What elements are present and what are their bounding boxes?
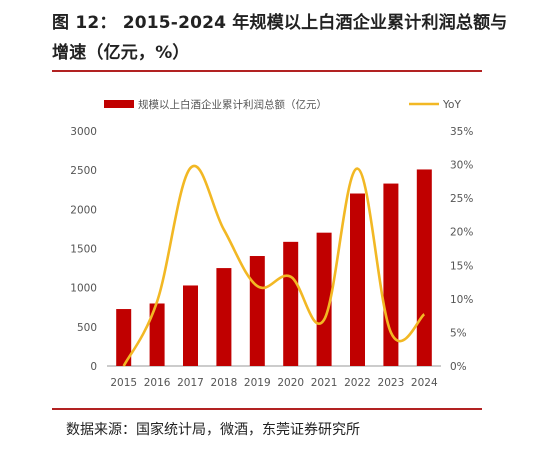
bar [149, 303, 165, 366]
y-left-tick-label: 500 [77, 322, 97, 334]
y-left-tick-label: 2500 [70, 165, 97, 177]
yoy-line-path [122, 164, 426, 367]
bar [350, 193, 365, 366]
y-left-tick-label: 2000 [70, 204, 97, 216]
bar [116, 309, 132, 366]
title-divider [52, 70, 482, 72]
y-right-tick-label: 30% [450, 160, 473, 172]
y-right-tick-label: 5% [450, 327, 467, 339]
y-right-tick-label: 20% [450, 227, 473, 239]
y-left-tick-label: 0 [90, 361, 97, 373]
y-right-tick-label: 25% [450, 193, 473, 205]
legend: 规模以上白酒企业累计利润总额（亿元） YoY [104, 98, 461, 111]
bar [416, 169, 432, 366]
x-tick-label: 2022 [344, 377, 371, 389]
x-tick-label: 2024 [411, 377, 438, 389]
x-tick-label: 2016 [144, 377, 171, 389]
y-right-tick-label: 35% [450, 126, 473, 138]
x-tick-label: 2021 [311, 377, 338, 389]
y-right-tick-label: 10% [450, 294, 473, 306]
x-tick-label: 2019 [244, 377, 271, 389]
bar [283, 241, 299, 366]
bar [183, 285, 198, 366]
legend-line-label: YoY [442, 99, 461, 111]
page-title: 图 12： 2015-2024 年规模以上白酒企业累计利润总额与增速（亿元，%） [52, 13, 508, 63]
legend-bar-swatch [104, 100, 134, 108]
y-left-tick-label: 1000 [70, 283, 97, 295]
bar [216, 268, 232, 366]
yoy-line [122, 164, 426, 367]
legend-bar-label: 规模以上白酒企业累计利润总额（亿元） [138, 98, 327, 111]
tick-labels: 0 500 1000 1500 2000 2500 3000 0% 5% 10% 15% 20% 25%… [70, 126, 473, 389]
y-right-tick-label: 15% [450, 260, 473, 272]
x-tick-label: 2023 [378, 377, 405, 389]
x-tick-label: 2017 [177, 377, 204, 389]
x-tick-label: 2015 [110, 377, 137, 389]
x-tick-label: 2018 [211, 377, 238, 389]
bars [116, 169, 432, 366]
y-right-tick-label: 0% [450, 361, 467, 373]
y-left-tick-label: 3000 [70, 126, 97, 138]
source-note: 数据来源：国家统计局，微酒，东莞证券研究所 [66, 422, 360, 438]
bar [249, 256, 265, 366]
footer-divider [52, 408, 482, 410]
bar [316, 232, 332, 366]
y-left-tick-label: 1500 [70, 244, 97, 256]
x-tick-label: 2020 [277, 377, 304, 389]
